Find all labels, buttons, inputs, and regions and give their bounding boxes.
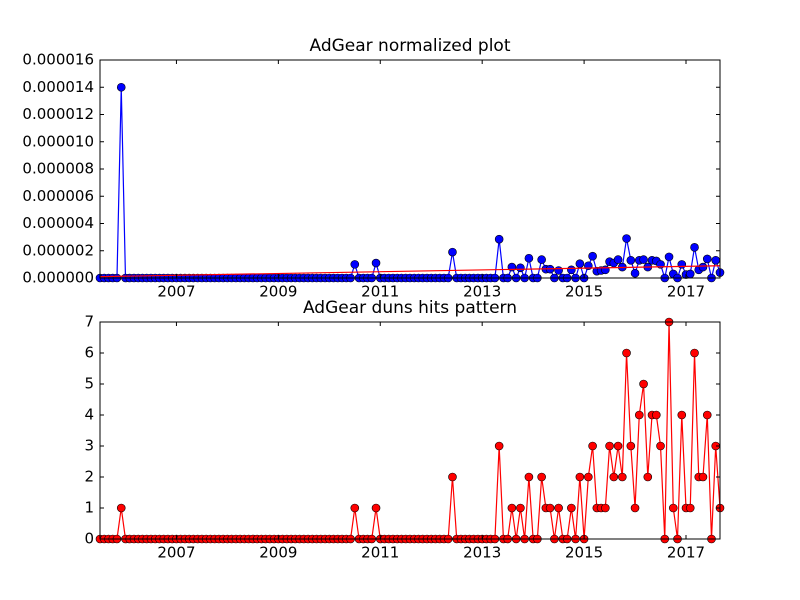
marker (630, 503, 640, 513)
marker (690, 348, 699, 358)
marker (605, 441, 614, 451)
series-line (100, 87, 721, 281)
marker (634, 410, 644, 420)
marker (537, 255, 546, 264)
marker (643, 472, 653, 482)
axes-frame (99, 59, 721, 279)
marker (639, 379, 648, 389)
marker (554, 266, 563, 275)
x-tick-label: 2013 (463, 283, 501, 301)
y-tick-label: 4 (84, 406, 94, 424)
y-tick-label: 0 (84, 530, 94, 548)
axes-frame (99, 321, 721, 540)
x-tick-label: 2015 (565, 283, 603, 301)
y-tick-label: 0.000010 (22, 132, 94, 150)
marker (507, 503, 517, 513)
marker (116, 503, 126, 513)
marker (609, 472, 619, 482)
y-tick-label: 0.000002 (22, 241, 94, 259)
y-tick-label: 0.000004 (22, 214, 94, 232)
marker (545, 503, 555, 513)
marker (690, 243, 699, 252)
marker (494, 441, 504, 451)
marker (516, 263, 525, 273)
y-tick-label: 0.000016 (22, 51, 94, 69)
y-tick-label: 3 (84, 437, 94, 455)
marker (702, 410, 712, 420)
marker (524, 253, 534, 263)
x-tick-label: 2011 (361, 283, 399, 301)
marker (588, 251, 597, 261)
x-tick-label: 2017 (667, 544, 705, 562)
marker (516, 503, 525, 513)
marker (656, 441, 665, 451)
y-tick-label: 7 (84, 313, 94, 331)
y-tick-label: 5 (84, 375, 94, 393)
marker (698, 262, 708, 272)
x-tick-label: 2011 (361, 544, 399, 562)
marker (350, 503, 360, 513)
marker (524, 472, 534, 482)
marker (371, 503, 381, 513)
chart-title: AdGear duns hits pattern (303, 298, 517, 318)
x-tick-label: 2013 (463, 544, 501, 562)
marker (575, 259, 585, 268)
marker (448, 472, 457, 482)
marker (639, 255, 648, 264)
x-tick-label: 2017 (667, 283, 705, 301)
x-tick-label: 2007 (157, 544, 195, 562)
marker (677, 260, 687, 269)
series-line (99, 265, 721, 278)
marker (711, 255, 721, 265)
marker (554, 503, 563, 513)
x-tick-label: 2009 (259, 544, 297, 562)
marker (613, 255, 623, 264)
marker (618, 472, 627, 482)
marker (622, 234, 631, 243)
marker (588, 441, 597, 451)
marker (626, 255, 636, 265)
marker (584, 472, 593, 482)
marker (630, 268, 640, 278)
y-tick-label: 1 (84, 499, 94, 517)
marker (350, 260, 360, 269)
y-tick-label: 0.000014 (22, 78, 94, 96)
marker (494, 234, 504, 244)
marker (601, 503, 610, 513)
marker (677, 410, 687, 420)
marker (567, 265, 576, 275)
x-tick-label: 2015 (565, 544, 603, 562)
marker (537, 472, 546, 482)
marker (622, 348, 631, 358)
y-tick-label: 0.000000 (22, 269, 94, 287)
marker (371, 258, 381, 268)
y-tick-label: 0.000008 (22, 160, 94, 178)
chart-title: AdGear normalized plot (309, 36, 510, 56)
y-tick-label: 6 (84, 344, 94, 362)
marker (652, 410, 661, 420)
marker (448, 247, 457, 257)
y-tick-label: 0.000006 (22, 187, 94, 205)
marker (575, 472, 585, 482)
marker (702, 254, 712, 264)
marker (116, 82, 126, 92)
x-tick-label: 2009 (259, 283, 297, 301)
marker (685, 269, 695, 279)
marker (698, 472, 708, 482)
marker (567, 503, 576, 513)
y-tick-label: 0.000012 (22, 105, 94, 123)
marker (668, 503, 678, 513)
marker (664, 252, 674, 262)
marker (626, 441, 636, 451)
marker (685, 503, 695, 513)
x-tick-label: 2007 (157, 283, 195, 301)
y-tick-label: 2 (84, 468, 94, 486)
marker (601, 265, 610, 275)
marker (613, 441, 623, 451)
